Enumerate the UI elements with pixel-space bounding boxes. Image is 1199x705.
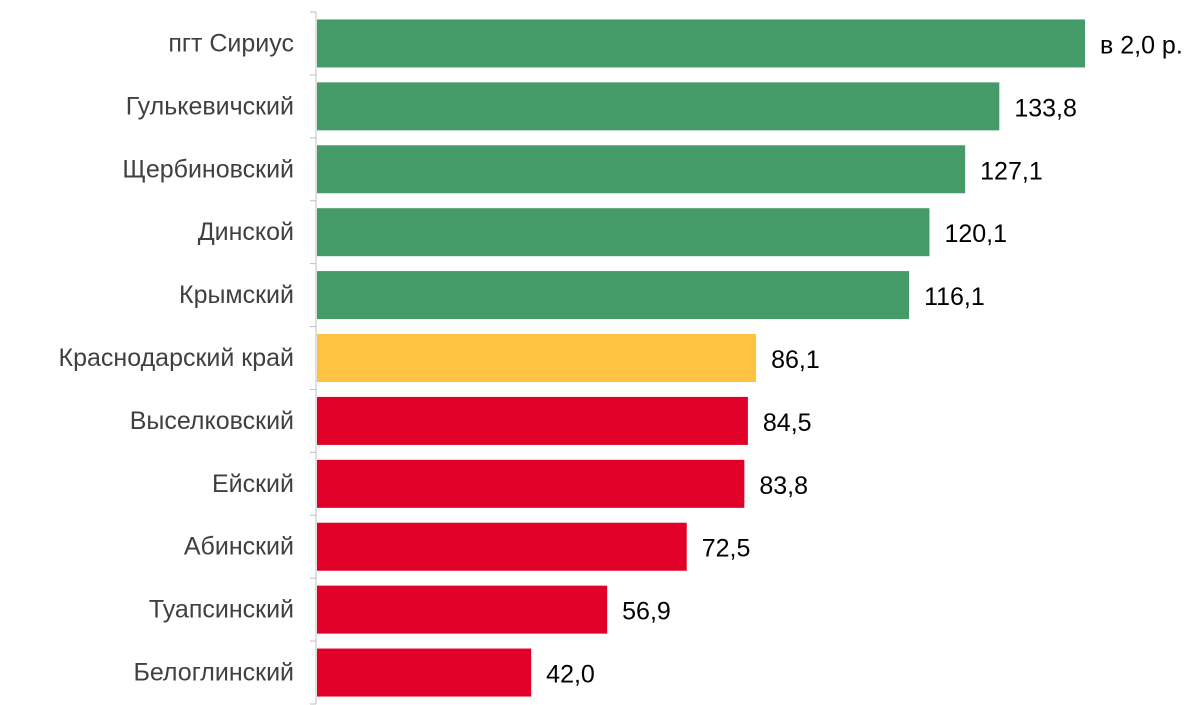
bar-category-2 bbox=[317, 82, 1000, 131]
bar-category-11 bbox=[317, 648, 532, 697]
data-label: 42,0 bbox=[546, 661, 595, 689]
bar-category-6 bbox=[317, 334, 757, 382]
bar-category-4 bbox=[317, 208, 930, 257]
category-label: Белоглинский bbox=[133, 659, 294, 687]
bars-layer bbox=[317, 19, 1085, 697]
category-label: Щербиновский bbox=[122, 155, 294, 183]
bar-category-3 bbox=[317, 145, 966, 194]
bar-category-7 bbox=[317, 396, 748, 445]
bar-category-10 bbox=[317, 585, 608, 634]
category-label: Туапсинский bbox=[149, 596, 294, 624]
bar-category-1 bbox=[317, 19, 1085, 68]
data-label: 133,8 bbox=[1014, 94, 1077, 122]
data-label: 86,1 bbox=[771, 346, 820, 374]
category-axis bbox=[310, 11, 317, 705]
data-label: 83,8 bbox=[759, 472, 808, 500]
category-label: Гулькевичский bbox=[126, 92, 294, 120]
category-label: Абинский bbox=[184, 533, 294, 561]
category-label: Выселковский bbox=[130, 407, 294, 435]
category-label: пгт Сириус bbox=[168, 29, 294, 57]
category-label: Ейский bbox=[212, 470, 294, 498]
bar-category-9 bbox=[317, 522, 687, 571]
data-label: 120,1 bbox=[944, 220, 1007, 248]
data-label: 116,1 bbox=[924, 283, 985, 311]
bar-category-8 bbox=[317, 459, 745, 508]
category-label: Краснодарский край bbox=[59, 344, 294, 372]
data-label: 84,5 bbox=[763, 409, 812, 437]
data-label: 56,9 bbox=[622, 598, 671, 626]
labels-layer: пгт Сириус в 2,0 р. Гулькевичский 133,8 Щерб… bbox=[59, 29, 1183, 688]
data-label: 127,1 bbox=[980, 157, 1043, 185]
category-label: Крымский bbox=[179, 281, 294, 309]
bar-category-5 bbox=[317, 271, 910, 320]
data-label: в 2,0 р. bbox=[1100, 31, 1183, 59]
data-label: 72,5 bbox=[702, 535, 751, 563]
category-label: Динской bbox=[198, 218, 294, 246]
